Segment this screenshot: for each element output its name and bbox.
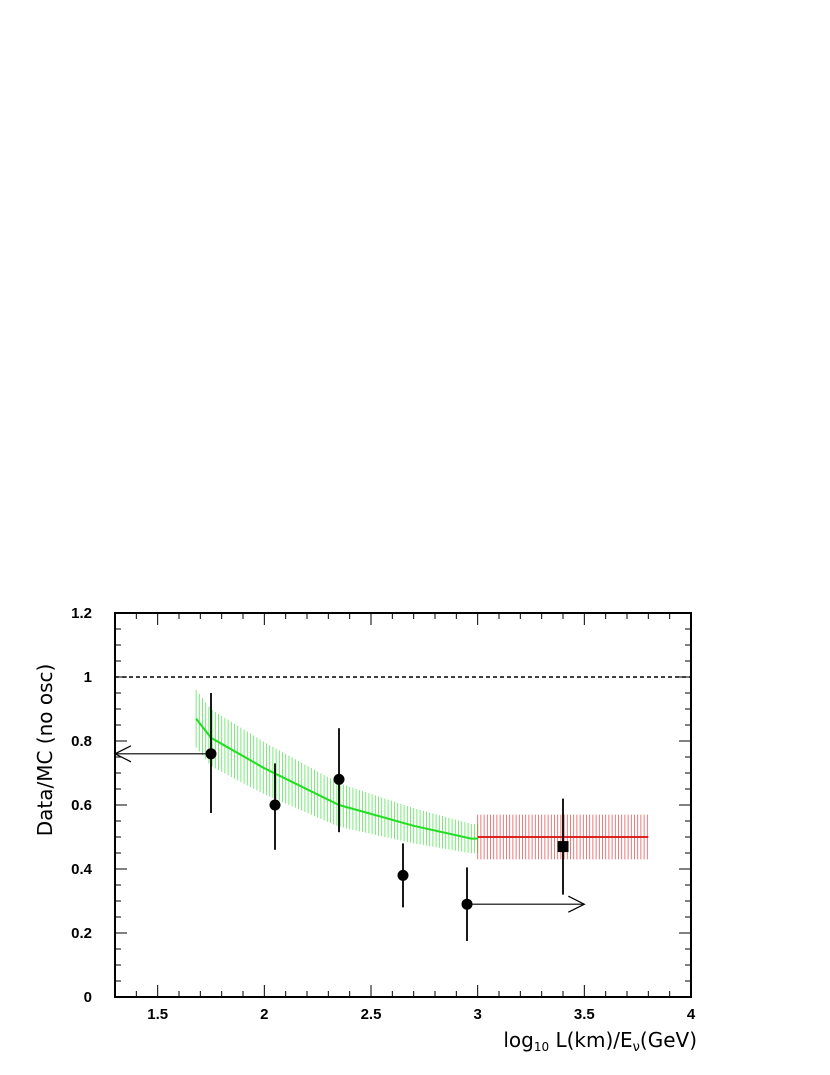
x-axis-title-subscript: 10 [534,1040,549,1054]
y-tick-label: 0.6 [71,797,92,814]
x-axis-title-main: L(km)/E [549,1028,633,1052]
y-tick-label: 0.2 [71,925,92,942]
uncertainty-bands [195,689,648,860]
x-tick-label: 3 [473,1006,481,1023]
x-tick-label: 2.5 [361,1006,382,1023]
y-tick-label: 1.2 [71,605,92,622]
x-tick-label: 4 [687,1006,696,1023]
x-tick-label: 3.5 [574,1006,595,1023]
x-axis-title-log: log [503,1028,534,1052]
x-axis-title-nu: ν [633,1040,640,1055]
arrow-head [568,895,586,913]
y-tick-label: 1 [84,669,92,686]
x-axis-title-unit: (GeV) [640,1028,697,1052]
axes-ticks: 1.5 2 2.5 3 3.5 4 0 0.2 0.4 0.6 0.8 1 1.2 [71,605,696,1023]
x-tick-label: 1.5 [147,1006,168,1023]
data-points [205,693,569,941]
data-point-square [557,841,569,853]
y-tick-label: 0.4 [71,861,93,878]
x-tick-label: 2 [260,1006,268,1023]
data-point [269,799,281,811]
data-point [397,869,409,881]
y-tick-label: 0.8 [71,733,92,750]
plot-frame [114,612,692,998]
y-axis-title: Data/MC (no osc) [33,664,57,837]
y-tick-label: 0 [84,989,92,1006]
x-axis-title: log10 L(km)/Eν(GeV) [503,1028,697,1055]
data-point [333,773,345,785]
